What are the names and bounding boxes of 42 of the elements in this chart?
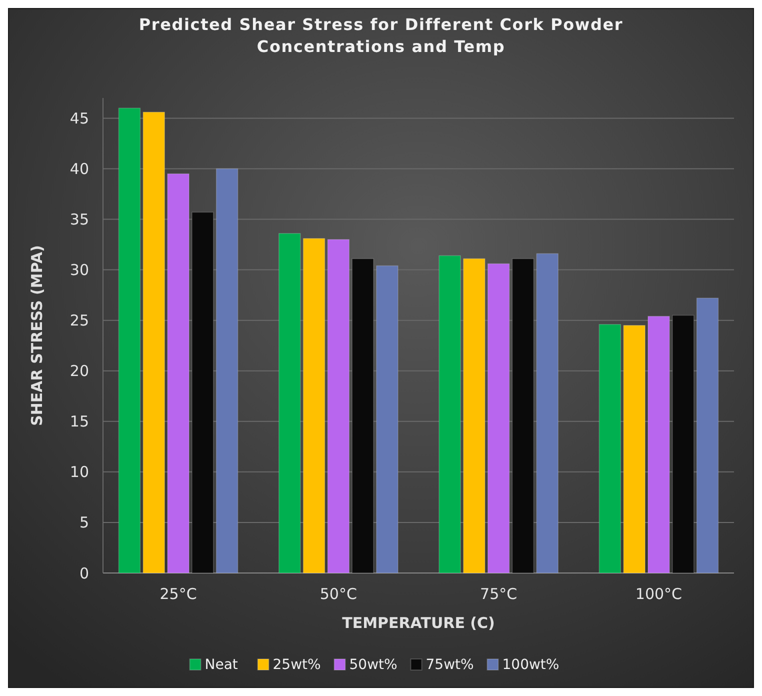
y-tick-label: 40: [70, 160, 89, 178]
y-tick-label: 20: [70, 362, 89, 380]
bar: [512, 258, 534, 574]
y-tick-label: 15: [70, 412, 89, 431]
bar: [142, 112, 166, 574]
bar: [167, 173, 190, 574]
y-tick-label: 30: [70, 261, 89, 280]
y-tick-label: 10: [70, 463, 89, 482]
x-tick-label: 100°C: [635, 585, 682, 603]
bar: [376, 265, 398, 574]
bar: [118, 108, 141, 574]
y-axis-title: SHEAR STRESS (MPA): [28, 245, 46, 426]
x-tick-label: 50°C: [320, 585, 357, 603]
bar: [192, 212, 214, 574]
legend-label: Neat: [204, 657, 238, 673]
chart-title: Predicted Shear Stress for Different Cork Powder Concentrations and Temp: [138, 15, 624, 56]
bar: [598, 324, 622, 574]
x-tick-label: 25°C: [160, 585, 197, 603]
bar: [327, 239, 350, 574]
y-tick-label: 5: [79, 514, 89, 532]
legend-label: 25wt%: [272, 657, 321, 673]
x-tick-label: 75°C: [480, 585, 518, 603]
bar: [463, 258, 486, 574]
bar: [278, 233, 301, 574]
bar: [672, 314, 694, 574]
legend-label: 100wt%: [502, 657, 560, 673]
bar: [623, 324, 646, 574]
x-axis-title: TEMPERATURE (C): [342, 614, 495, 632]
y-tick-label: 25: [70, 312, 89, 330]
bar: [536, 253, 559, 574]
bar: [438, 255, 461, 574]
bar: [648, 316, 670, 574]
bar: [696, 298, 719, 574]
y-tick-label: 45: [70, 109, 89, 128]
bar: [216, 168, 238, 574]
legend-label: 75wt%: [426, 657, 474, 673]
legend-label: 50wt%: [349, 657, 398, 673]
bar: [302, 238, 326, 574]
bar: [487, 263, 510, 574]
y-tick-label: 35: [70, 210, 89, 229]
bar: [352, 258, 374, 574]
y-tick-label: 0: [79, 564, 89, 582]
